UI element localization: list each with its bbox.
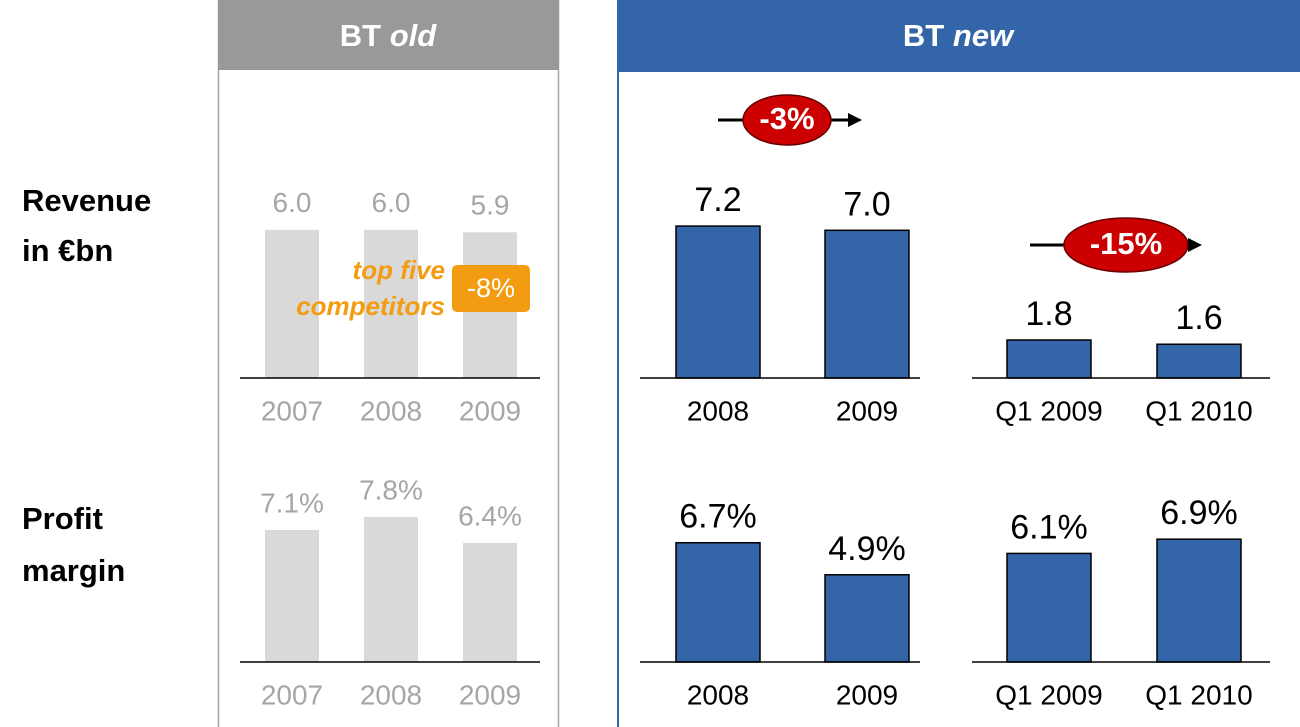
category-label: 2009 — [836, 679, 898, 710]
value-label: 6.0 — [273, 187, 312, 218]
bar — [824, 229, 910, 379]
title-emphasis: new — [953, 18, 1015, 53]
new-panel-title: BT new — [903, 18, 1015, 53]
category-label: Q1 2009 — [995, 395, 1102, 426]
value-label: 7.8% — [359, 474, 423, 505]
trend-arrowhead — [1188, 238, 1202, 252]
category-label: 2008 — [360, 395, 422, 426]
old-panel-header — [218, 0, 559, 70]
bar — [1156, 538, 1242, 663]
bar — [364, 516, 418, 662]
bar — [1156, 343, 1242, 379]
value-label: 7.0 — [843, 185, 890, 223]
title-word: BT — [903, 18, 944, 53]
row-label: margin — [22, 553, 125, 588]
value-label: 4.9% — [828, 530, 906, 568]
category-label: 2009 — [459, 679, 521, 710]
category-label: Q1 2009 — [995, 679, 1102, 710]
value-label: 6.7% — [679, 498, 757, 536]
category-label: Q1 2010 — [1145, 395, 1252, 426]
new-panel-header — [617, 0, 1300, 72]
value-label: 6.1% — [1010, 508, 1088, 546]
annotation-text: top five — [353, 255, 445, 285]
value-label: 7.2 — [694, 181, 741, 219]
value-label: 1.6 — [1175, 299, 1222, 337]
category-label: 2009 — [459, 395, 521, 426]
category-label: 2008 — [687, 679, 749, 710]
annotation-badge — [452, 265, 530, 312]
title-word: BT — [340, 18, 381, 53]
value-label: 5.9 — [471, 190, 510, 221]
row-label: Revenue — [22, 183, 151, 218]
annotation-badge-text: -8% — [467, 273, 515, 303]
value-label: 7.1% — [260, 487, 324, 518]
category-label: 2009 — [836, 395, 898, 426]
value-label: 1.8 — [1025, 295, 1072, 333]
trend-arrowhead — [848, 113, 862, 127]
trend-badge — [1063, 217, 1189, 273]
category-label: 2007 — [261, 395, 323, 426]
bar — [1006, 552, 1092, 663]
bar — [463, 542, 517, 662]
trend-badge-text: -3% — [759, 101, 814, 136]
trend-badge — [742, 94, 832, 146]
value-label: 6.9% — [1160, 494, 1238, 532]
row-label: in €bn — [22, 233, 113, 268]
category-label: 2007 — [261, 679, 323, 710]
bar — [364, 229, 418, 378]
value-label: 6.4% — [458, 500, 522, 531]
bar — [824, 574, 910, 663]
title-emphasis: old — [390, 18, 438, 53]
bar — [675, 225, 761, 379]
row-label: Profit — [22, 501, 103, 536]
old-panel-title: BT old — [340, 18, 438, 53]
bar — [1006, 339, 1092, 379]
value-label: 6.0 — [372, 187, 411, 218]
category-label: 2008 — [687, 395, 749, 426]
trend-badge-text: -15% — [1090, 226, 1162, 261]
bar — [675, 541, 761, 663]
bar — [265, 229, 319, 378]
category-label: 2008 — [360, 679, 422, 710]
bar — [265, 529, 319, 662]
annotation-text: competitors — [296, 291, 445, 321]
category-label: Q1 2010 — [1145, 679, 1252, 710]
